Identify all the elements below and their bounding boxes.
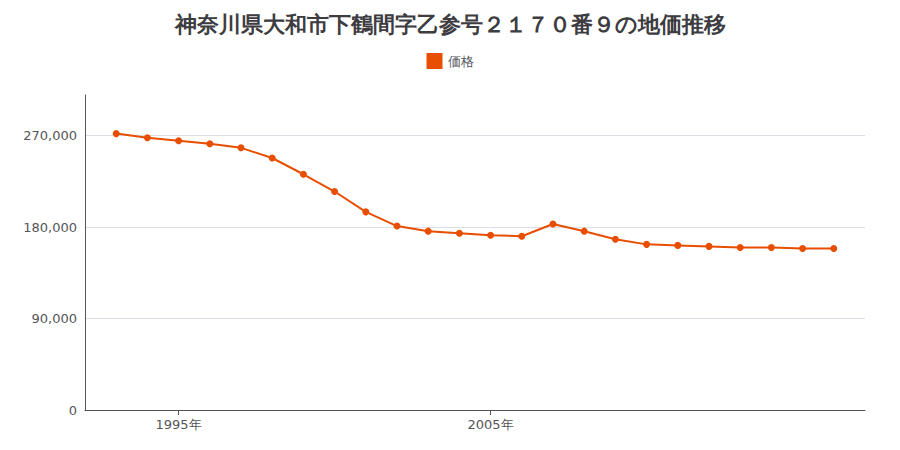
svg-text:1995年: 1995年: [156, 417, 202, 432]
svg-text:180,000: 180,000: [23, 220, 77, 235]
svg-text:90,000: 90,000: [32, 311, 78, 326]
svg-text:2005年: 2005年: [468, 417, 514, 432]
svg-text:0: 0: [69, 403, 77, 418]
svg-text:価格: 価格: [448, 54, 474, 69]
svg-text:神奈川県大和市下鶴間字乙参号２１７０番９の地価推移: 神奈川県大和市下鶴間字乙参号２１７０番９の地価推移: [174, 12, 726, 37]
svg-text:270,000: 270,000: [23, 128, 77, 143]
